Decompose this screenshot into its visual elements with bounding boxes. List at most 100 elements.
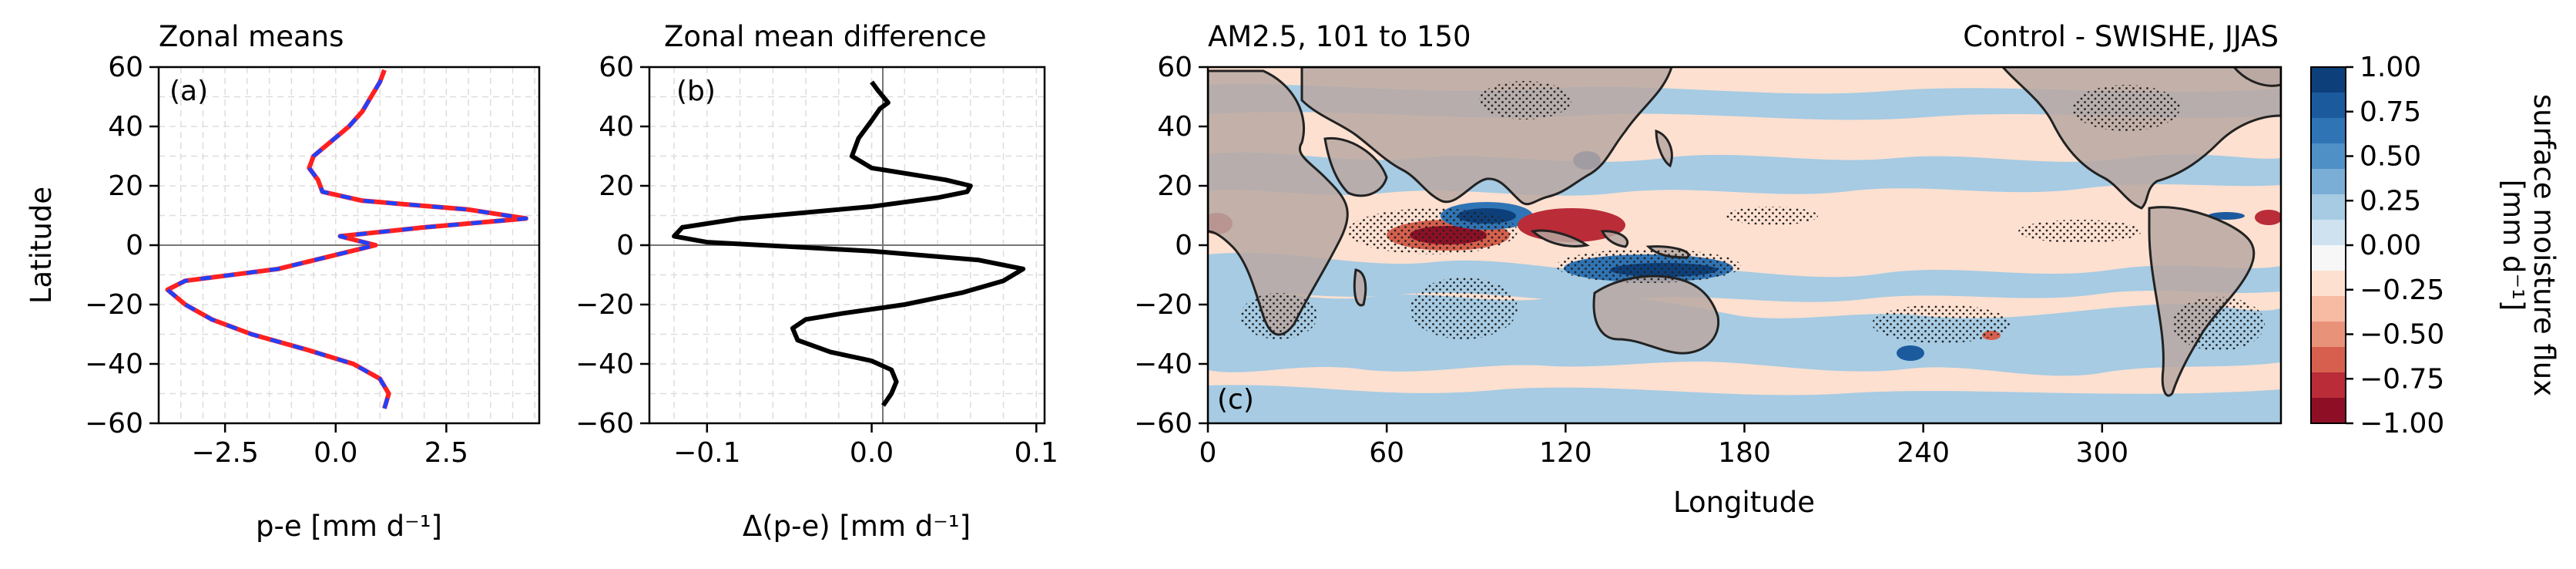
colorbar-cells bbox=[2311, 67, 2346, 424]
y-tick-label: 40 bbox=[108, 111, 143, 143]
stipple-north-pacific bbox=[1726, 207, 1818, 225]
panel-c-map: AM2.5, 101 to 150 Control - SWISHE, JJAS bbox=[1134, 20, 2283, 519]
panel-b-zonal-mean-difference: Zonal mean difference −0.1 0.0 0.1 −60 −40 −2… bbox=[575, 20, 1058, 543]
land-africa-europe bbox=[1208, 69, 1349, 336]
colorbar-label-line2: [mm d⁻¹] bbox=[2497, 180, 2530, 311]
stipple-south-atlantic bbox=[2172, 297, 2265, 351]
series-line-0 bbox=[672, 80, 1026, 407]
x-tick-label: 300 bbox=[2075, 437, 2128, 469]
significance-stippling bbox=[1240, 81, 2265, 351]
y-tick-label: 20 bbox=[108, 170, 143, 202]
x-tick-label: 0.1 bbox=[1015, 437, 1058, 469]
colorbar-tick-label: 0.00 bbox=[2360, 230, 2421, 261]
colorbar-label-line1: surface moisture flux bbox=[2527, 94, 2561, 396]
y-tick-label: 20 bbox=[1157, 170, 1192, 202]
map-area bbox=[1208, 67, 2281, 423]
stipple-central-pacific bbox=[2018, 220, 2142, 243]
y-tick-label: 0 bbox=[1175, 230, 1192, 261]
panel-a-xlabel: p-e [mm d⁻¹] bbox=[256, 510, 442, 543]
stipple-maritime bbox=[1556, 249, 1741, 283]
x-tick-label: 0.0 bbox=[314, 437, 357, 469]
y-tick-label: 20 bbox=[599, 170, 634, 202]
colorbar-tick-label: −0.75 bbox=[2360, 363, 2444, 395]
x-tick-label: −2.5 bbox=[191, 437, 258, 469]
panel-b-xlabel: Δ(p-e) [mm d⁻¹] bbox=[743, 510, 971, 543]
stipple-southeast-pacific bbox=[1872, 305, 2011, 343]
y-tick-label: −20 bbox=[1134, 289, 1192, 321]
y-tick-label: −60 bbox=[1134, 408, 1192, 439]
map-band-south-2 bbox=[1208, 385, 2281, 423]
x-tick-label: 2.5 bbox=[424, 437, 468, 469]
y-tick-label: −20 bbox=[85, 289, 143, 321]
anomaly-positive-eastpacific bbox=[2208, 212, 2245, 220]
y-tick-label: 60 bbox=[599, 52, 634, 83]
panel-a-ylabel: Latitude bbox=[25, 187, 58, 304]
stipple-south-indian bbox=[1410, 278, 1518, 339]
panel-b-title: Zonal mean difference bbox=[664, 20, 987, 53]
panel-c-title-right: Control - SWISHE, JJAS bbox=[1963, 20, 2279, 53]
y-tick-label: −40 bbox=[85, 348, 143, 380]
y-tick-label: 0 bbox=[126, 230, 143, 261]
x-tick-label: 120 bbox=[1539, 437, 1592, 469]
land-asia bbox=[1300, 67, 1673, 206]
x-tick-label: 60 bbox=[1369, 437, 1404, 469]
colorbar-cell bbox=[2311, 245, 2346, 271]
y-tick-label: −40 bbox=[1134, 348, 1192, 380]
colorbar-cell bbox=[2311, 93, 2346, 119]
colorbar-cell bbox=[2311, 398, 2346, 424]
panel-b-ticks: −0.1 0.0 0.1 −60 −40 −20 0 20 40 60 bbox=[575, 52, 1058, 469]
colorbar-cell bbox=[2311, 143, 2346, 170]
colorbar-tick-label: 1.00 bbox=[2360, 52, 2421, 83]
x-tick-label: 0 bbox=[1199, 437, 1217, 469]
series-line-0 bbox=[165, 69, 528, 409]
panel-b-series bbox=[672, 80, 1026, 407]
stipple-siberia bbox=[1479, 81, 1571, 120]
x-tick-label: 240 bbox=[1897, 437, 1950, 469]
x-tick-label: −0.1 bbox=[673, 437, 740, 469]
colorbar-cell bbox=[2311, 220, 2346, 246]
panel-a-title: Zonal means bbox=[159, 20, 344, 53]
colorbar-tick-label: −0.25 bbox=[2360, 274, 2444, 306]
continents bbox=[1208, 67, 2281, 397]
x-tick-label: 180 bbox=[1718, 437, 1771, 469]
colorbar-cell bbox=[2311, 322, 2346, 348]
series-line-1 bbox=[166, 69, 528, 409]
colorbar-tick-label: 0.50 bbox=[2360, 141, 2421, 173]
colorbar-cell bbox=[2311, 347, 2346, 373]
colorbar-cell bbox=[2311, 372, 2346, 399]
colorbar-ticks: 1.00 0.75 0.50 0.25 0.00 −0.25 −0.50 −0.75 −1.00 bbox=[2346, 52, 2444, 439]
colorbar-cell bbox=[2311, 67, 2346, 93]
colorbar-tick-label: −1.00 bbox=[2360, 408, 2444, 439]
y-tick-label: 40 bbox=[1157, 111, 1192, 143]
anomaly-negative-atlantic-east bbox=[2255, 210, 2281, 225]
colorbar-tick-label: −0.50 bbox=[2360, 319, 2444, 351]
stipple-north-america bbox=[2072, 85, 2180, 131]
x-tick-label: 0.0 bbox=[850, 437, 894, 469]
colorbar-cell bbox=[2311, 169, 2346, 195]
colorbar: 1.00 0.75 0.50 0.25 0.00 −0.25 −0.50 −0.75 −1.00… bbox=[2310, 52, 2561, 439]
land-japan bbox=[1655, 129, 1673, 168]
land-arabia bbox=[1323, 136, 1388, 197]
panel-c-xlabel: Longitude bbox=[1673, 486, 1815, 519]
panel-a-series bbox=[165, 69, 528, 409]
stipple-southwest-atlantic bbox=[1240, 293, 1317, 339]
y-tick-label: 0 bbox=[616, 230, 634, 261]
colorbar-cell bbox=[2311, 296, 2346, 322]
y-tick-label: −40 bbox=[575, 348, 634, 380]
colorbar-tick-label: 0.75 bbox=[2360, 96, 2421, 128]
stipple-indian-ocean bbox=[1348, 208, 1518, 254]
panel-b-letter: (b) bbox=[676, 76, 716, 107]
land-madagascar bbox=[1353, 268, 1367, 307]
colorbar-tick-label: 0.25 bbox=[2360, 185, 2421, 217]
colorbar-cell bbox=[2311, 118, 2346, 144]
panel-c-letter: (c) bbox=[1217, 384, 1254, 416]
y-tick-label: 60 bbox=[1157, 52, 1192, 83]
panel-c-ticks: 0 60 120 180 240 300 −60 −40 −20 0 20 40 60 bbox=[1134, 52, 2128, 469]
y-tick-label: −60 bbox=[575, 408, 634, 439]
colorbar-cell bbox=[2311, 271, 2346, 297]
land-north-america bbox=[2001, 67, 2281, 210]
colorbar-cell bbox=[2311, 194, 2346, 221]
y-tick-label: −20 bbox=[575, 289, 634, 321]
y-tick-label: 40 bbox=[599, 111, 634, 143]
